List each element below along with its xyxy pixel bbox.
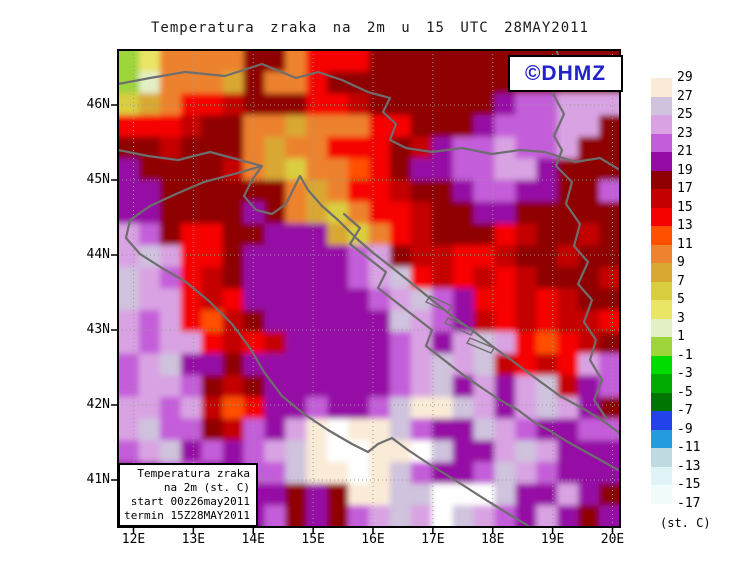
colorbar-swatch: [651, 152, 672, 171]
colorbar-tick-label: -11: [677, 440, 701, 455]
x-tick-label: 12E: [121, 532, 146, 547]
colorbar-tick-label: 23: [677, 125, 693, 141]
x-tick-label: 20E: [600, 532, 625, 547]
colorbar-swatch: [651, 59, 672, 79]
colorbar-swatch: [651, 170, 672, 190]
copyright-dhmz-text: ©DHMZ: [524, 61, 607, 85]
colorbar-tick-label: -3: [677, 366, 693, 381]
run-info-line: termin 15Z28MAY2011: [124, 509, 250, 522]
colorbar-swatch: [651, 429, 672, 449]
x-tick-label: 18E: [481, 532, 505, 547]
colorbar-tick-label: 1: [677, 329, 685, 344]
colorbar-tick-label: 19: [677, 162, 693, 178]
colorbar-tick-label: 11: [677, 236, 693, 252]
colorbar-tick-label: -5: [677, 384, 693, 400]
colorbar-swatch: [651, 374, 672, 393]
colorbar-swatch: [651, 466, 672, 486]
colorbar-tick-label: -15: [677, 477, 701, 492]
x-tick-label: 14E: [241, 532, 265, 547]
colorbar-tick-label: 29: [677, 70, 693, 85]
colorbar-swatch: [651, 355, 672, 375]
colorbar-swatch: [651, 411, 672, 430]
run-info-line: na 2m (st. C): [163, 481, 250, 494]
colorbar-swatch: [651, 226, 672, 245]
colorbar-tick-label: 9: [677, 255, 685, 270]
colorbar-swatch: [651, 337, 672, 356]
colorbar-swatch: [651, 133, 672, 153]
country-borders: [118, 50, 620, 527]
map-frame: [117, 49, 621, 528]
run-info-line: Temperatura zraka: [137, 467, 250, 480]
colorbar-tick-label: 27: [677, 88, 693, 104]
run-info-box: Temperatura zraka na 2m (st. C) start 00…: [118, 463, 258, 527]
colorbar-unit: (st. C): [660, 516, 711, 530]
colorbar-swatch: [651, 244, 672, 264]
colorbar-swatch: [651, 448, 672, 467]
colorbar-tick-label: -1: [677, 347, 693, 363]
colorbar-tick-label: 25: [677, 107, 693, 122]
map-title: Temperatura zraka na 2m u 15 UTC 28MAY20…: [150, 20, 589, 36]
colorbar-tick-label: 3: [677, 310, 685, 326]
y-tick-label: 45N: [86, 172, 110, 187]
x-tick-label: 19E: [540, 532, 565, 547]
colorbar-tick-label: -17: [677, 495, 701, 511]
x-tick-label: 17E: [421, 532, 445, 547]
colorbar-swatch: [651, 115, 672, 134]
colorbar-tick-label: -13: [677, 458, 701, 474]
colorbar-swatch: [651, 318, 672, 338]
colorbar-swatch: [651, 96, 672, 116]
x-tick-label: 13E: [181, 532, 206, 547]
colorbar-swatch: [651, 189, 672, 208]
temperature-field: [118, 50, 620, 527]
colorbar-tick-label: -7: [677, 403, 693, 418]
x-tick-label: 16E: [361, 532, 385, 547]
axis-ticks: [111, 104, 614, 534]
colorbar-swatch: [651, 300, 672, 319]
y-tick-label: 43N: [86, 322, 110, 337]
colorbar-swatch: [651, 485, 672, 504]
colorbar-swatch: [651, 78, 672, 97]
colorbar-tick-label: 13: [677, 218, 693, 233]
colorbar-tick-label: 17: [677, 181, 693, 196]
dhmz-logo: ©DHMZ: [508, 55, 623, 92]
y-tick-label: 41N: [86, 472, 110, 487]
colorbar-swatch: [651, 207, 672, 227]
colorbar-swatch: [651, 263, 672, 282]
island-outlines: [424, 295, 496, 354]
colorbar-tick-label: 21: [677, 144, 693, 159]
y-tick-label: 46N: [86, 97, 110, 112]
colorbar-swatch: [651, 503, 672, 523]
colorbar-tick-label: 5: [677, 292, 685, 307]
run-info-line: start 00z26may2011: [130, 495, 250, 508]
colorbar-swatch: [651, 281, 672, 301]
colorbar-tick-label: 7: [677, 273, 685, 289]
y-tick-label: 44N: [86, 247, 110, 262]
x-tick-label: 15E: [301, 532, 325, 547]
colorbar-tick-label: -9: [677, 421, 693, 437]
colorbar-swatch: [651, 392, 672, 412]
y-tick-label: 42N: [86, 397, 110, 412]
colorbar-tick-label: 15: [677, 199, 693, 215]
